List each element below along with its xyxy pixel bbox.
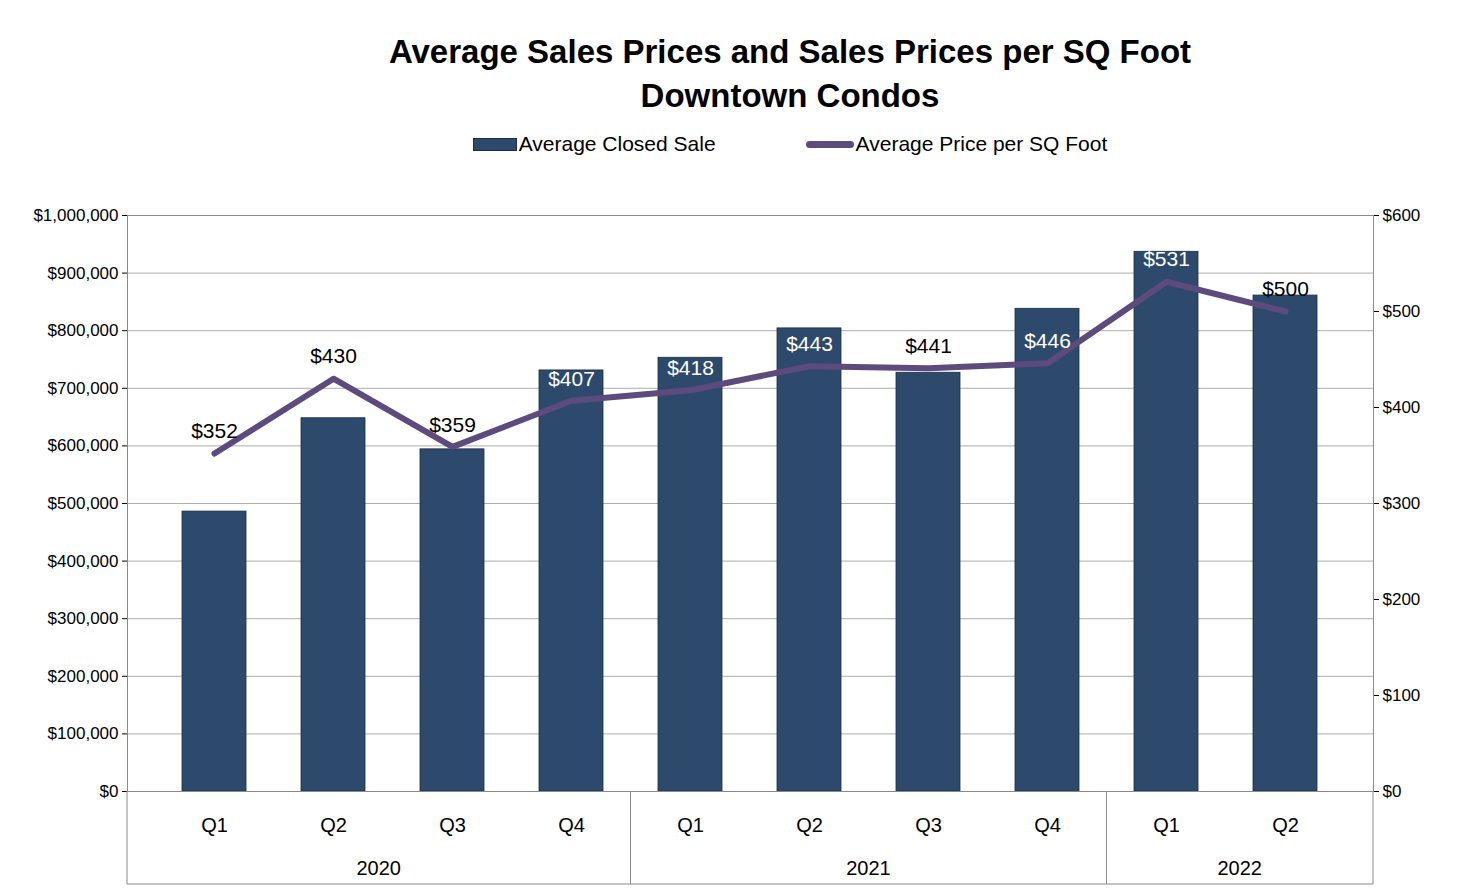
- svg-text:$700,000: $700,000: [48, 379, 119, 398]
- svg-text:$400: $400: [1383, 398, 1421, 417]
- svg-text:$443: $443: [786, 332, 833, 355]
- html-text:Average Closed Sale: Average Closed Sale: [518, 132, 716, 155]
- svg-text:$900,000: $900,000: [48, 264, 119, 283]
- svg-text:$200,000: $200,000: [48, 667, 119, 686]
- svg-text:$600,000: $600,000: [48, 436, 119, 455]
- svg-text:2022: 2022: [1218, 857, 1263, 879]
- svg-text:$300,000: $300,000: [48, 609, 119, 628]
- svg-text:$200: $200: [1383, 590, 1421, 609]
- html-text:Downtown Condos: Downtown Condos: [640, 77, 940, 114]
- html-text:Average Price per SQ Foot: Average Price per SQ Foot: [855, 132, 1108, 155]
- svg-text:Q3: Q3: [915, 814, 942, 836]
- svg-text:$100,000: $100,000: [48, 724, 119, 743]
- svg-text:$800,000: $800,000: [48, 321, 119, 340]
- svg-text:$400,000: $400,000: [48, 552, 119, 571]
- svg-text:Q2: Q2: [320, 814, 347, 836]
- svg-text:$0: $0: [100, 782, 119, 801]
- html-text:Average Sales Prices and Sales: Average Sales Prices and Sales Prices pe…: [388, 33, 1192, 70]
- svg-text:Q1: Q1: [677, 814, 704, 836]
- svg-text:$441: $441: [905, 334, 952, 357]
- svg-text:$500,000: $500,000: [48, 494, 119, 513]
- svg-text:Q2: Q2: [1272, 814, 1299, 836]
- svg-text:Q2: Q2: [796, 814, 823, 836]
- svg-text:$407: $407: [548, 367, 595, 390]
- svg-text:$418: $418: [667, 356, 714, 379]
- svg-text:$446: $446: [1024, 329, 1071, 352]
- svg-text:$1,000,000: $1,000,000: [33, 206, 118, 225]
- svg-text:$531: $531: [1143, 247, 1190, 270]
- svg-text:$600: $600: [1383, 206, 1421, 225]
- svg-text:Q1: Q1: [1153, 814, 1180, 836]
- svg-text:$500: $500: [1262, 277, 1309, 300]
- svg-text:$100: $100: [1383, 686, 1421, 705]
- svg-text:$430: $430: [310, 344, 357, 367]
- svg-text:Q4: Q4: [558, 814, 585, 836]
- svg-text:Q4: Q4: [1034, 814, 1061, 836]
- svg-text:$500: $500: [1383, 302, 1421, 321]
- svg-text:$359: $359: [429, 413, 476, 436]
- svg-text:2020: 2020: [357, 857, 402, 879]
- svg-text:$352: $352: [191, 419, 238, 442]
- svg-text:$300: $300: [1383, 494, 1421, 513]
- svg-text:Q3: Q3: [439, 814, 466, 836]
- svg-text:Q1: Q1: [201, 814, 228, 836]
- svg-text:$0: $0: [1383, 782, 1402, 801]
- svg-text:2021: 2021: [846, 857, 891, 879]
